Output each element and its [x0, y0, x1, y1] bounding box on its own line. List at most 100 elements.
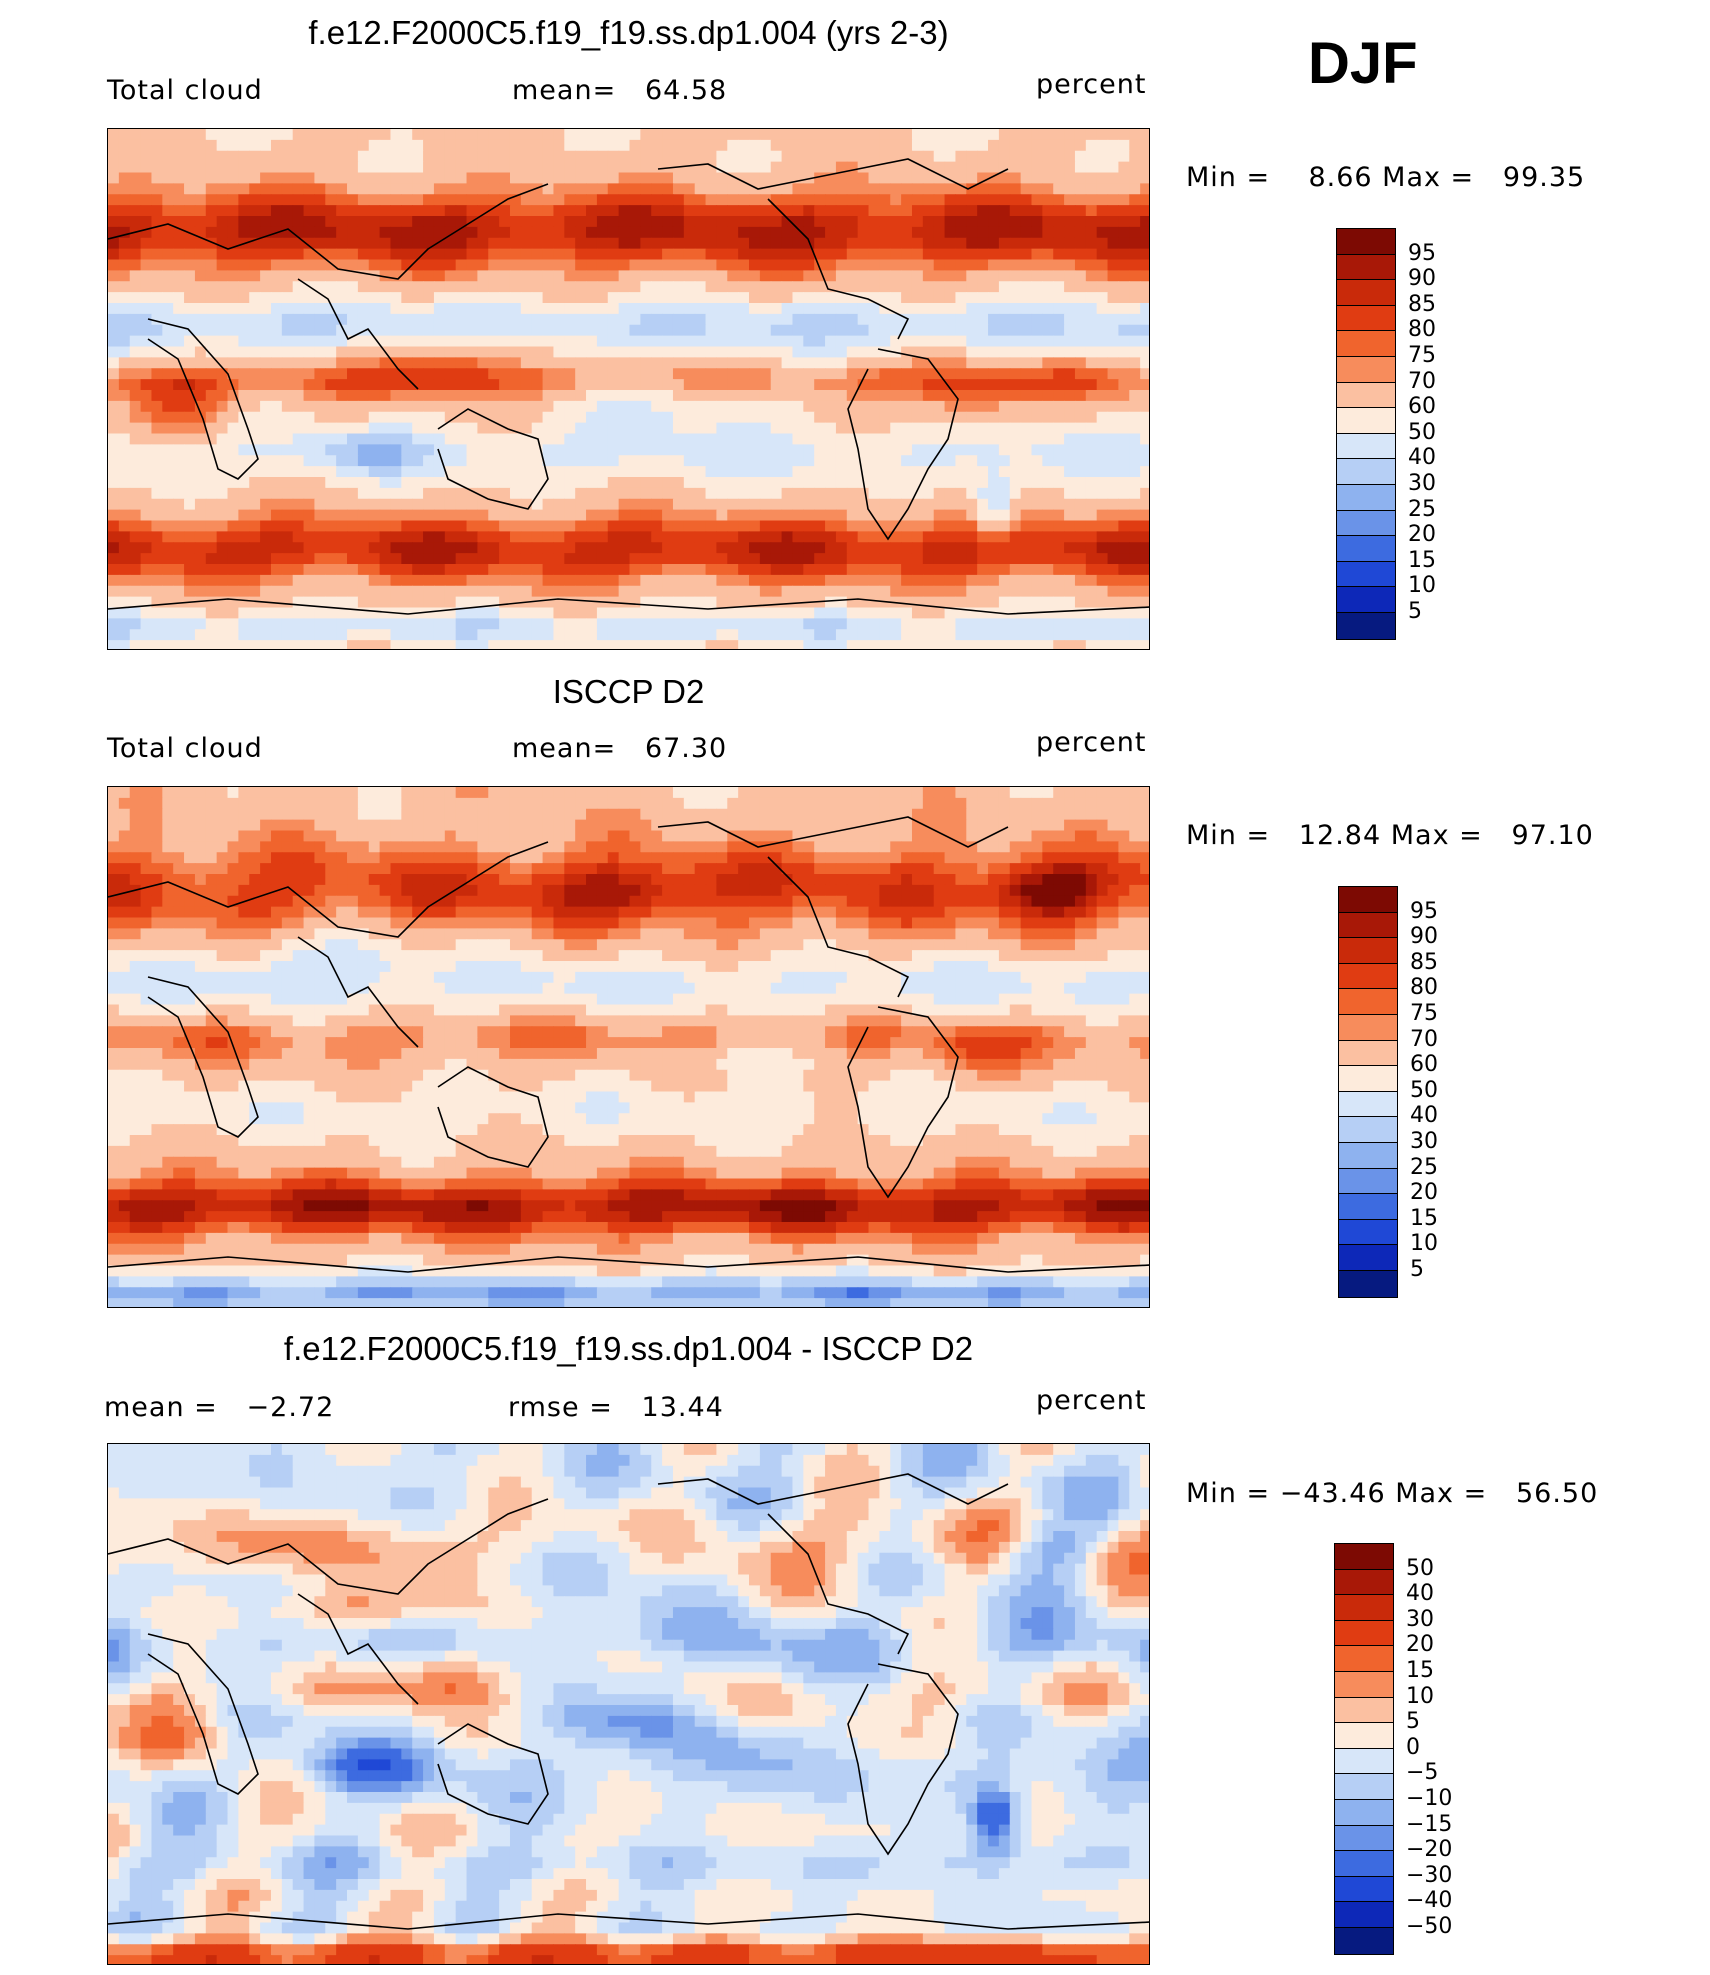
- map-cell: [129, 390, 142, 402]
- map-cell: [966, 346, 978, 358]
- coastline: [657, 158, 1009, 190]
- map-cell: [303, 390, 316, 402]
- map-cell: [607, 444, 620, 456]
- map-cell: [281, 400, 294, 413]
- map-cell: [260, 292, 272, 304]
- map-cell: [347, 433, 359, 445]
- map-cell: [281, 607, 294, 619]
- map-cell: [238, 259, 250, 271]
- map-cell: [444, 808, 457, 821]
- map-cell: [944, 226, 957, 239]
- map-cell: [118, 400, 131, 413]
- map-cell: [303, 194, 316, 206]
- map-cell: [575, 477, 587, 489]
- map-cell: [1140, 237, 1149, 250]
- map-cell: [303, 205, 316, 217]
- map-cell: [749, 455, 761, 467]
- map-cell: [466, 205, 478, 217]
- map-cell: [325, 797, 337, 810]
- map-cell: [586, 324, 598, 337]
- map-cell: [173, 564, 185, 576]
- map-cell: [216, 455, 229, 467]
- map-cell: [814, 618, 826, 630]
- map-cell: [379, 444, 392, 456]
- map-cell: [1118, 216, 1130, 228]
- map-cell: [683, 411, 696, 424]
- map-cell: [140, 390, 153, 402]
- map-cell: [835, 531, 848, 543]
- map-cell: [944, 498, 957, 511]
- map-cell: [129, 607, 142, 619]
- map-cell: [618, 161, 631, 174]
- map-cell: [412, 477, 424, 489]
- map-cell: [292, 346, 305, 358]
- map-cell: [988, 553, 1000, 565]
- map-cell: [509, 346, 522, 358]
- map-cell: [749, 808, 761, 821]
- map-cell: [238, 183, 250, 195]
- map-cell: [216, 194, 229, 206]
- map-cell: [1140, 542, 1149, 554]
- map-cell: [683, 205, 696, 217]
- map-cell: [238, 531, 250, 543]
- map-cell: [1074, 542, 1087, 554]
- map-cell: [1031, 574, 1043, 587]
- map-cell: [607, 281, 620, 293]
- map-cell: [270, 129, 283, 141]
- map-cell: [1053, 183, 1065, 195]
- map-cell: [1074, 237, 1087, 250]
- map-cell: [759, 324, 772, 337]
- map-cell: [184, 564, 196, 576]
- map-cell: [129, 150, 142, 163]
- map-cell: [118, 808, 131, 821]
- map-cell: [227, 150, 239, 163]
- map-cell: [216, 172, 229, 184]
- map-cell: [140, 585, 153, 598]
- map-cell: [966, 797, 978, 810]
- map-cell: [455, 346, 468, 358]
- map-cell: [499, 237, 511, 250]
- map-cell: [1074, 150, 1087, 163]
- map-cell: [129, 433, 142, 445]
- map-cell: [162, 150, 174, 163]
- map-cell: [336, 787, 348, 799]
- map-cell: [1042, 433, 1054, 445]
- map-cell: [488, 542, 500, 554]
- map-cell: [716, 303, 728, 315]
- map-cell: [662, 226, 674, 239]
- map-cell: [390, 281, 402, 293]
- map-cell: [672, 324, 685, 337]
- map-cell: [629, 797, 641, 810]
- map-cell: [466, 390, 478, 402]
- map-cell: [1085, 574, 1098, 587]
- map-cell: [1074, 477, 1087, 489]
- colorbar-tick-label: 40: [1408, 445, 1436, 471]
- map-cell: [466, 161, 478, 174]
- map-cell: [466, 819, 478, 832]
- map-cell: [140, 531, 153, 543]
- map-cell: [520, 259, 533, 271]
- map-cell: [542, 422, 555, 435]
- map-cell: [749, 281, 761, 293]
- map-cell: [879, 216, 891, 228]
- map-cell: [846, 161, 859, 174]
- map-cell: [977, 411, 989, 424]
- map-cell: [977, 259, 989, 271]
- map-cell: [1107, 194, 1119, 206]
- map-cell: [998, 553, 1011, 565]
- map-cell: [347, 324, 359, 337]
- map-cell: [162, 531, 174, 543]
- map-cell: [531, 498, 544, 511]
- map-cell: [922, 205, 935, 217]
- map-cell: [151, 357, 163, 369]
- map-cell: [108, 797, 120, 810]
- map-cell: [433, 194, 446, 206]
- map-cell: [879, 466, 891, 478]
- map-cell: [227, 303, 239, 315]
- map-cell: [281, 422, 294, 435]
- map-cell: [455, 248, 468, 261]
- map-cell: [759, 270, 772, 282]
- map-cell: [390, 531, 402, 543]
- map-cell: [1129, 411, 1141, 424]
- map-cell: [433, 542, 446, 554]
